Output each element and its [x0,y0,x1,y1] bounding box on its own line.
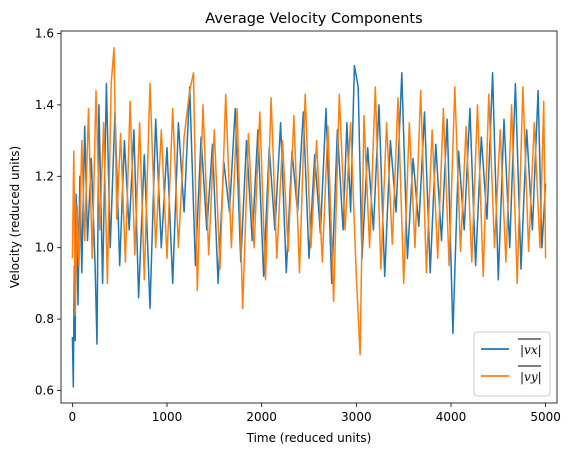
y-tick-label: 0.6 [35,384,54,398]
x-tick-label: 1000 [152,410,183,424]
y-axis-title: Velocity (reduced units) [8,146,22,288]
x-axis-title: Time (reduced units) [246,431,372,445]
plot-frame [60,30,558,404]
x-tick-label: 0 [69,410,77,424]
legend-label-vx: |vx| [520,343,542,357]
y-tick-label: 1.4 [35,98,54,112]
x-tick-label: 5000 [530,410,561,424]
series-line-vx [71,64,547,388]
legend: |vx| |vy| [473,331,551,397]
x-tick-label: 2000 [246,410,277,424]
series-line-vy [71,47,547,356]
chart-title: Average Velocity Components [205,11,422,27]
y-tick-label: 1.2 [35,169,54,183]
series-layer [71,47,547,388]
y-tick-label: 1.0 [35,241,54,255]
y-axis: 0.6 0.8 1.0 1.2 1.4 1.6 [35,26,61,398]
legend-label-vy: |vy| [520,370,542,384]
y-tick-label: 1.6 [35,26,54,40]
x-tick-label: 3000 [341,410,372,424]
legend-box [473,331,551,397]
x-tick-label: 4000 [436,410,467,424]
x-axis: 0 1000 2000 3000 4000 5000 [69,403,561,424]
y-tick-label: 0.8 [35,312,54,326]
